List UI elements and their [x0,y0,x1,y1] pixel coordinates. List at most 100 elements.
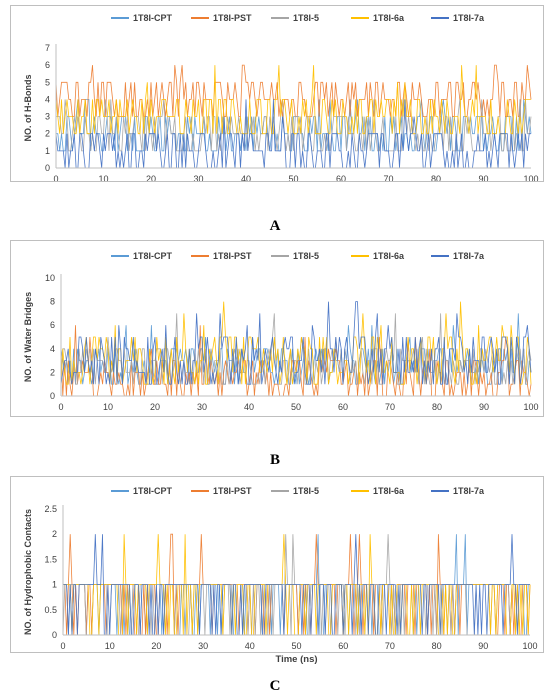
y-tick-label: 8 [50,297,55,307]
y-tick-label: 1 [45,146,50,156]
x-tick-label: 70 [385,402,395,412]
x-tick-label: 0 [58,402,63,412]
legend-label: 1T8I-6a [373,13,405,23]
legend-label: 1T8I-5 [293,13,319,23]
chart-panel-b: 1T8I-CPT 1T8I-PST 1T8I-5 1T8I-6a 1T8I-7a 0 2 4 6… [10,240,544,417]
y-tick-label: 0 [50,391,55,401]
x-tick-label: 80 [432,402,442,412]
panel-label-b: B [269,452,280,468]
y-tick-label: 2.5 [44,504,57,514]
chart-panel-a: 1T8I-CPT 1T8I-PST 1T8I-5 1T8I-6a 1T8I-7a 0 1 2 3… [10,5,544,182]
legend-item: 1T8I-7a [431,486,485,496]
series-line-1t8i-7a [60,301,532,385]
legend-item: 1T8I-PST [191,486,252,496]
legend-label: 1T8I-6a [373,251,405,261]
series-line-1t8i-cpt [56,99,532,152]
chart-panel-c: 1T8I-CPT 1T8I-PST 1T8I-5 1T8I-6a 1T8I-7a 0 0.5… [10,476,544,665]
series-line-1t8i-pst [55,64,532,117]
y-tick-label: 0 [52,630,57,640]
x-tick-label: 0 [53,174,58,181]
y-tick-label: 4 [50,344,55,354]
y-tick-label: 0.5 [44,605,57,615]
x-tick-label: 80 [432,641,442,651]
panel-label-c: C [269,678,281,694]
legend-label: 1T8I-6a [373,486,405,496]
y-tick-label: 2 [45,129,50,139]
legend-label: 1T8I-CPT [133,13,173,23]
legend-item: 1T8I-7a [431,13,485,23]
x-tick-label: 90 [478,174,488,181]
x-tick-label: 10 [98,174,108,181]
y-tick-label: 3 [45,112,50,122]
legend-item: 1T8I-5 [271,13,319,23]
y-tick-label: 1.5 [44,554,57,564]
y-tick-label: 5 [45,77,50,87]
legend-label: 1T8I-CPT [133,251,173,261]
x-tick-label: 60 [338,402,348,412]
y-tick-label: 1 [52,580,57,590]
legend-item: 1T8I-PST [191,13,252,23]
x-axis-title: Time (ns) [275,415,317,416]
x-tick-label: 40 [245,641,255,651]
chart-b: 1T8I-CPT 1T8I-PST 1T8I-5 1T8I-6a 1T8I-7a 0 2 4 6… [23,251,539,416]
x-tick-label: 80 [431,174,441,181]
x-tick-label: 70 [385,641,395,651]
legend-label: 1T8I-PST [213,486,252,496]
legend-item: 1T8I-PST [191,251,252,261]
chart-c: 1T8I-CPT 1T8I-PST 1T8I-5 1T8I-6a 1T8I-7a 0 0.5… [23,486,538,665]
x-tick-label: 50 [291,402,301,412]
legend-item: 1T8I-5 [271,251,319,261]
y-tick-label: 4 [45,94,50,104]
x-tick-label: 30 [197,402,207,412]
x-tick-label: 60 [336,174,346,181]
legend-label: 1T8I-PST [213,251,252,261]
y-tick-label: 6 [50,320,55,330]
x-tick-label: 100 [522,641,537,651]
x-tick-label: 10 [103,402,113,412]
legend-item: 1T8I-6a [351,486,405,496]
y-tick-label: 2 [52,529,57,539]
x-tick-label: 20 [146,174,156,181]
legend-label: 1T8I-5 [293,486,319,496]
legend-item: 1T8I-7a [431,251,485,261]
y-axis-title: NO. of H-Bonds [23,75,33,142]
legend-label: 1T8I-PST [213,13,252,23]
legend-item: 1T8I-CPT [111,13,173,23]
chart-a: 1T8I-CPT 1T8I-PST 1T8I-5 1T8I-6a 1T8I-7a 0 1 2 3… [23,13,539,181]
legend-item: 1T8I-CPT [111,251,173,261]
x-tick-label: 20 [151,641,161,651]
legend-label: 1T8I-7a [453,251,485,261]
y-axis-title: NO. of Water Bridges [23,292,33,382]
legend-label: 1T8I-CPT [133,486,173,496]
x-tick-label: 50 [291,641,301,651]
x-tick-label: 40 [241,174,251,181]
legend-label: 1T8I-7a [453,13,485,23]
x-tick-label: 30 [193,174,203,181]
x-tick-label: 0 [60,641,65,651]
x-tick-label: 20 [150,402,160,412]
y-tick-label: 0 [45,163,50,173]
x-tick-label: 90 [478,641,488,651]
x-tick-label: 100 [523,402,538,412]
legend-label: 1T8I-5 [293,251,319,261]
x-tick-label: 50 [288,174,298,181]
y-tick-label: 10 [45,273,55,283]
series-line-1t8i-7a [63,534,530,636]
panel-label-a: A [269,218,281,234]
x-tick-label: 40 [244,402,254,412]
y-tick-label: 2 [50,367,55,377]
x-tick-label: 30 [198,641,208,651]
legend-item: 1T8I-5 [271,486,319,496]
y-tick-label: 6 [45,60,50,70]
legend-item: 1T8I-6a [351,251,405,261]
x-tick-label: 10 [105,641,115,651]
series-line-1t8i-7a [55,99,531,169]
legend-label: 1T8I-7a [453,486,485,496]
x-tick-label: 100 [523,174,538,181]
x-axis-title: Time (ns) [275,654,317,665]
legend-item: 1T8I-CPT [111,486,173,496]
y-tick-label: 7 [45,43,50,53]
series-line-1t8i-6a [60,301,532,385]
y-axis-title: NO. of Hydrophobic Contacts [23,509,33,635]
x-tick-label: 60 [338,641,348,651]
